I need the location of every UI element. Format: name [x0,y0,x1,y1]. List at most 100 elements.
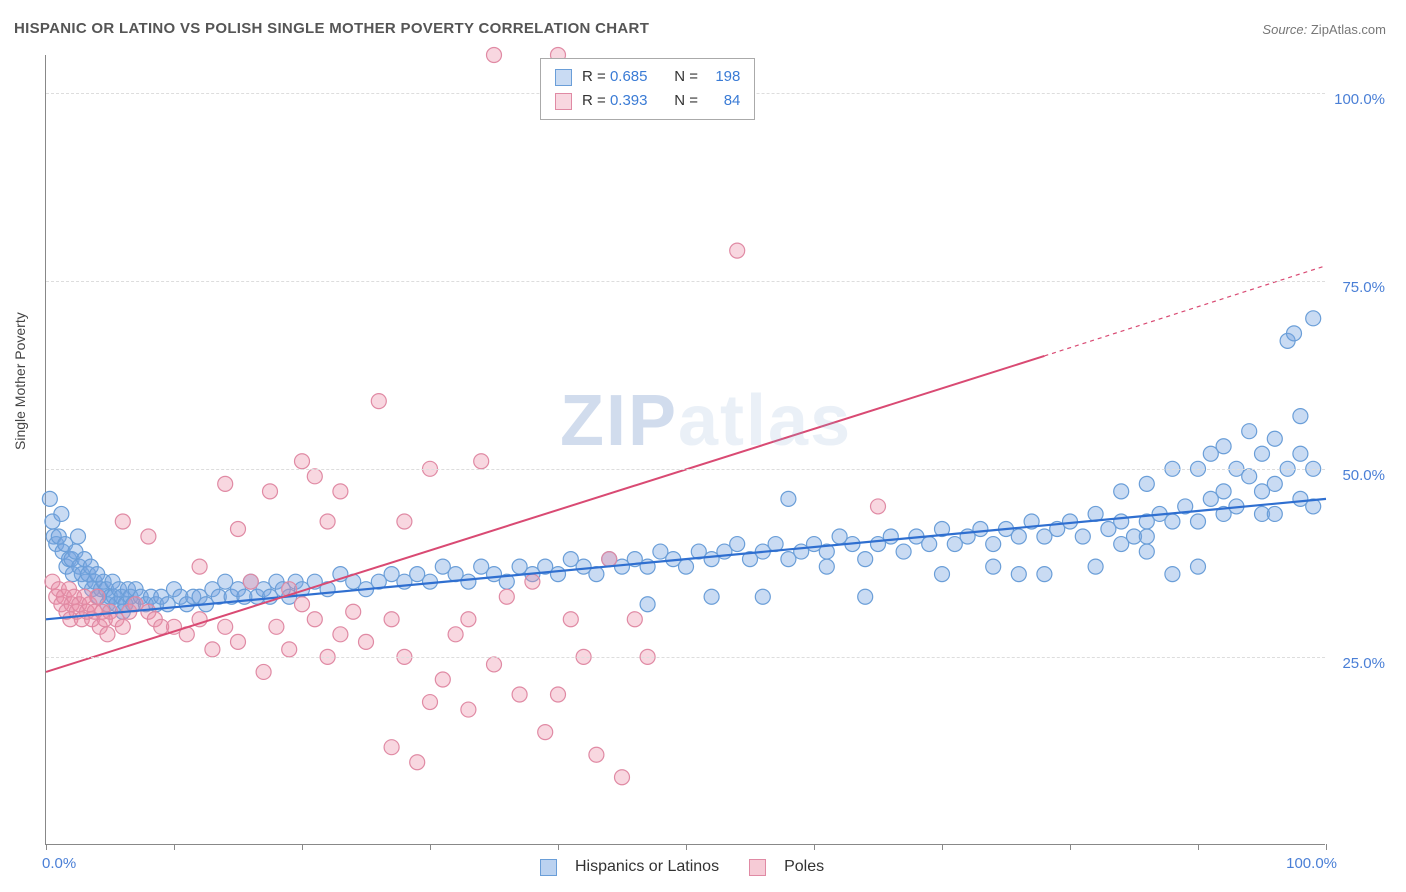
data-point [563,612,578,627]
data-point [922,537,937,552]
data-point [333,627,348,642]
xtick [686,844,687,850]
data-point [1293,409,1308,424]
data-point [100,627,115,642]
data-point [307,612,322,627]
data-point [730,537,745,552]
data-point [218,476,233,491]
data-point [551,567,566,582]
data-point [512,687,527,702]
data-point [679,559,694,574]
data-point [71,529,86,544]
data-point [295,454,310,469]
data-point [397,514,412,529]
data-point [602,552,617,567]
data-point [320,514,335,529]
data-point [1165,514,1180,529]
data-point [231,522,246,537]
data-point [1139,529,1154,544]
data-point [307,469,322,484]
data-point [704,589,719,604]
data-point [1216,439,1231,454]
xtick-label-end: 100.0% [1286,855,1337,872]
legend-swatch [555,69,572,86]
data-point [1293,446,1308,461]
data-point [538,725,553,740]
chart-title: HISPANIC OR LATINO VS POLISH SINGLE MOTH… [14,20,649,37]
data-point [1267,506,1282,521]
data-point [1255,446,1270,461]
data-point [461,702,476,717]
data-point [295,597,310,612]
xtick [814,844,815,850]
data-point [730,243,745,258]
data-point [115,619,130,634]
data-point [359,634,374,649]
data-point [282,642,297,657]
series-legend-item: Poles [749,858,824,876]
xtick [942,844,943,850]
stats-legend-row: R = 0.685 N = 198 [555,65,740,89]
data-point [42,491,57,506]
data-point [1267,476,1282,491]
xtick [1198,844,1199,850]
y-axis-label: Single Mother Poverty [12,312,28,450]
data-point [781,491,796,506]
data-point [333,484,348,499]
data-point [435,672,450,687]
gridline [46,657,1325,658]
data-point [231,634,246,649]
xtick [558,844,559,850]
data-point [1139,476,1154,491]
data-point [1242,424,1257,439]
data-point [858,552,873,567]
data-point [269,619,284,634]
data-point [1075,529,1090,544]
data-point [1306,311,1321,326]
data-point [819,559,834,574]
data-point [986,537,1001,552]
data-point [627,612,642,627]
stats-legend: R = 0.685 N = 198R = 0.393 N = 84 [540,58,755,120]
data-point [551,687,566,702]
data-point [384,612,399,627]
stats-legend-text: R = 0.393 N = 84 [582,89,740,113]
data-point [1139,544,1154,559]
data-point [218,619,233,634]
data-point [871,499,886,514]
trend-line [46,499,1326,619]
data-point [858,589,873,604]
data-point [115,514,130,529]
data-point [1011,567,1026,582]
gridline [46,281,1325,282]
xtick [430,844,431,850]
data-point [141,529,156,544]
data-point [1165,567,1180,582]
data-point [54,506,69,521]
ytick-label: 50.0% [1342,467,1385,484]
plot-area: 25.0%50.0%75.0%100.0%0.0%100.0% [45,55,1325,845]
data-point [499,589,514,604]
correlation-chart: HISPANIC OR LATINO VS POLISH SINGLE MOTH… [0,0,1406,892]
data-point [263,484,278,499]
data-point [487,657,502,672]
data-point [1088,559,1103,574]
series-legend-label: Hispanics or Latinos [575,858,719,876]
data-point [973,522,988,537]
data-point [205,642,220,657]
xtick [46,844,47,850]
data-point [1114,537,1129,552]
data-point [525,574,540,589]
data-point [384,740,399,755]
data-point [1267,431,1282,446]
data-point [1191,514,1206,529]
data-point [371,394,386,409]
xtick [1070,844,1071,850]
series-legend-item: Hispanics or Latinos [540,858,719,876]
data-point [256,664,271,679]
data-point [410,755,425,770]
source-attribution: Source: ZipAtlas.com [1262,22,1386,37]
data-point [1037,567,1052,582]
xtick [1326,844,1327,850]
data-point [935,567,950,582]
